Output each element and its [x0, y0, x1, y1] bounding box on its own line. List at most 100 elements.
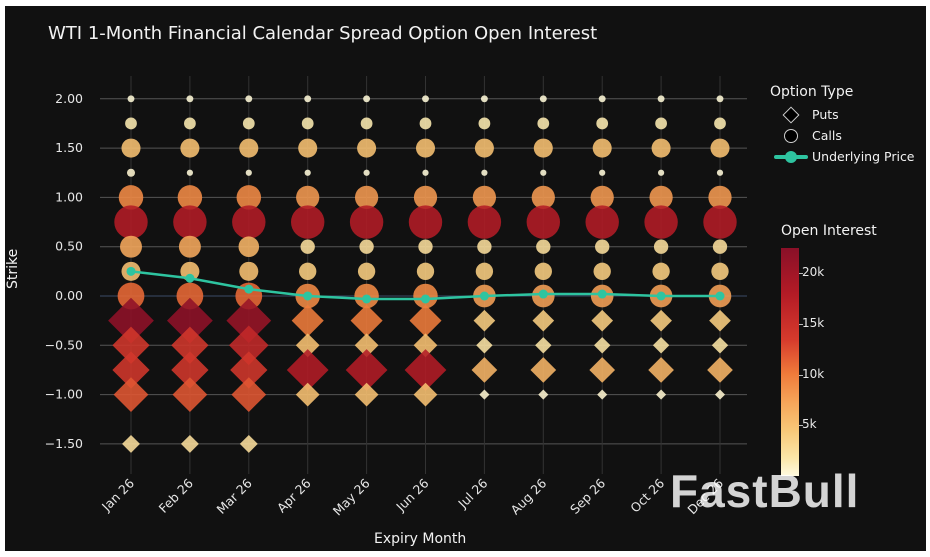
call-marker: [651, 138, 671, 158]
call-marker: [595, 239, 610, 254]
call-marker: [711, 262, 729, 281]
put-marker: [171, 351, 209, 389]
call-marker: [177, 185, 203, 210]
call-marker: [176, 282, 204, 310]
put-marker: [350, 304, 383, 337]
legend-item-underlying-price[interactable]: Underlying Price: [770, 146, 915, 167]
call-marker: [416, 262, 435, 281]
colorbar-tick-label: 20k: [802, 265, 825, 280]
call-marker: [114, 205, 148, 239]
put-marker: [113, 377, 149, 412]
put-marker: [473, 309, 496, 332]
underlying-price-point: [185, 273, 195, 283]
x-tick-label: Jul 26: [454, 475, 490, 511]
put-marker: [589, 357, 616, 383]
call-marker: [422, 169, 429, 176]
legend-title: Option Type: [770, 84, 854, 100]
call-marker: [300, 239, 315, 254]
call-marker: [121, 138, 141, 158]
y-tick-label: 1.50: [55, 140, 83, 155]
put-marker: [229, 325, 269, 366]
put-marker: [286, 349, 329, 391]
x-tick-label: Feb 26: [156, 475, 196, 515]
call-marker: [657, 95, 665, 103]
call-marker: [242, 117, 255, 130]
put-marker: [345, 349, 388, 391]
call-marker: [357, 138, 377, 158]
call-marker: [531, 185, 555, 210]
call-marker: [186, 169, 194, 176]
call-marker: [127, 95, 135, 103]
put-marker: [650, 309, 672, 332]
x-tick-label: Aug 26: [507, 475, 549, 517]
underlying-price-point: [303, 291, 313, 301]
colorbar-tick-label: 5k: [802, 417, 817, 432]
call-marker: [118, 185, 144, 210]
call-marker: [126, 168, 136, 177]
legend-item-calls[interactable]: Calls: [770, 125, 915, 146]
underlying-price-point: [538, 289, 548, 299]
call-marker: [363, 95, 371, 103]
x-tick-label: Sep 26: [567, 475, 608, 516]
calls-series: [114, 95, 737, 310]
call-marker: [712, 239, 728, 254]
call-marker: [354, 185, 379, 210]
call-marker: [357, 262, 376, 281]
underlying-price-point: [597, 289, 607, 299]
x-tick-label: Mar 26: [214, 475, 255, 516]
circle-icon: [784, 128, 798, 143]
underlying-price-point: [421, 294, 430, 304]
legend-item-puts[interactable]: Puts: [770, 104, 915, 125]
call-marker: [299, 262, 317, 281]
put-marker: [597, 389, 608, 400]
call-marker: [349, 205, 384, 239]
put-marker: [354, 382, 379, 407]
put-marker: [530, 357, 557, 383]
call-marker: [593, 262, 611, 281]
x-tick-label: Apr 26: [274, 475, 314, 515]
call-marker: [708, 185, 732, 210]
put-marker: [707, 357, 733, 383]
put-marker: [404, 349, 447, 391]
call-marker: [536, 239, 551, 254]
call-marker: [480, 95, 488, 103]
underlying-price-point: [656, 291, 666, 301]
call-marker: [422, 95, 429, 103]
put-marker: [409, 304, 442, 337]
call-marker: [478, 117, 491, 130]
call-marker: [710, 138, 730, 158]
call-marker: [477, 239, 492, 254]
put-marker: [291, 304, 324, 337]
put-marker: [711, 337, 729, 354]
colorbar-tick-mark: [799, 374, 803, 376]
colorbar-tick-mark: [799, 324, 803, 325]
call-marker: [534, 262, 552, 281]
plot-area: 2.00 1.50 1.00 0.50 0.00 −0.50 −1.00 −1.50 Jan …: [45, 76, 747, 518]
y-tick-label: 1.00: [55, 189, 83, 204]
call-marker: [359, 239, 374, 254]
call-marker: [239, 261, 259, 281]
call-marker: [186, 95, 194, 103]
put-marker: [108, 297, 154, 344]
y-tick-label: 0.50: [55, 239, 83, 254]
call-marker: [413, 185, 438, 210]
call-marker: [418, 239, 433, 254]
puts-series: [108, 297, 733, 453]
put-marker: [122, 434, 140, 453]
put-marker: [532, 309, 555, 332]
colorbar-tick-mark: [799, 425, 803, 427]
diamond-icon: [782, 106, 800, 123]
put-marker: [112, 326, 150, 364]
call-marker: [304, 169, 311, 176]
underlying-price-point: [362, 294, 372, 304]
call-marker: [360, 117, 373, 130]
call-marker: [540, 169, 547, 176]
put-marker: [354, 333, 379, 358]
x-axis-ticks: Jan 26 Feb 26 Mar 26 Apr 26 May 26 Jun 26 Jul …: [98, 475, 726, 518]
legend-label-calls: Calls: [812, 128, 842, 143]
call-marker: [716, 169, 724, 176]
call-marker: [598, 95, 606, 103]
call-marker: [472, 185, 497, 210]
x-tick-label: Jun 26: [392, 475, 431, 514]
colorbar: [781, 248, 799, 476]
